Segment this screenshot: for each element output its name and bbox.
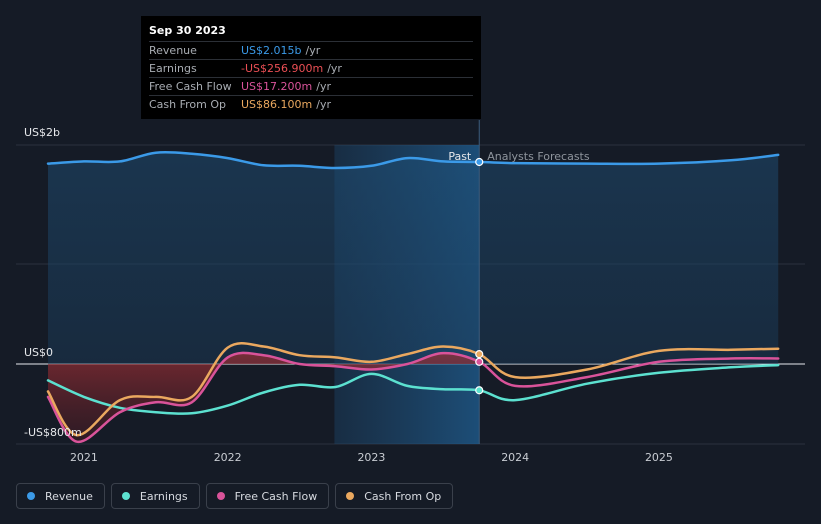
free-cash-flow-legend-dot-icon <box>216 492 225 500</box>
revenue-area <box>48 152 779 364</box>
earnings-line <box>46 363 780 415</box>
tooltip-row-cash-from-op: Cash From Op US$86.100m /yr <box>149 95 473 113</box>
free-cash-flow-line <box>46 351 780 443</box>
tooltip-value: US$86.100m <box>241 98 313 111</box>
tooltip-date: Sep 30 2023 <box>149 24 226 37</box>
series-areas <box>48 152 779 442</box>
forecast-label: Analysts Forecasts <box>487 150 590 163</box>
revenue-legend-dot-icon <box>27 492 35 500</box>
series-lines <box>46 150 780 443</box>
tooltip-row-revenue: Revenue US$2.015b /yr <box>149 41 473 59</box>
x-tick-label: 2021 <box>70 451 98 464</box>
earnings-marker <box>475 386 484 395</box>
axis-labels: US$2b US$0 -US$800m 2021 2022 2023 2024 2025 Pas… <box>24 126 673 464</box>
y-tick-label: US$0 <box>24 346 53 359</box>
tooltip-row-free-cash-flow: Free Cash Flow US$17.200m /yr <box>149 77 473 95</box>
y-tick-label: -US$800m <box>24 426 82 439</box>
x-tick-label: 2024 <box>501 451 529 464</box>
legend-item-cash-from-op[interactable]: Cash From Op <box>335 483 454 509</box>
revenue-marker <box>475 157 484 167</box>
tooltip-label: Free Cash Flow <box>149 80 232 93</box>
legend-item-free-cash-flow[interactable]: Free Cash Flow <box>205 483 330 509</box>
tooltip-value: US$2.015b <box>241 44 302 57</box>
tooltip-unit: /yr <box>316 80 331 93</box>
tooltip-label: Earnings <box>149 62 197 75</box>
legend: Revenue Earnings Free Cash Flow Cash Fro… <box>16 483 454 511</box>
x-tick-label: 2025 <box>645 451 673 464</box>
legend-label: Cash From Op <box>364 489 442 503</box>
x-tick-label: 2023 <box>357 451 385 464</box>
tooltip-row-earnings: Earnings -US$256.900m /yr <box>149 59 473 77</box>
series-markers <box>475 120 484 444</box>
chart-area: US$2b US$0 -US$800m 2021 2022 2023 2024 2025 Pas… <box>16 120 805 464</box>
legend-item-revenue[interactable]: Revenue <box>16 483 105 509</box>
legend-label: Free Cash Flow <box>234 489 318 503</box>
free-cash-flow-marker <box>475 357 484 366</box>
tooltip-value: US$17.200m <box>241 80 313 93</box>
cash-from-op-legend-dot-icon <box>346 492 355 500</box>
legend-label: Revenue <box>45 489 93 503</box>
tooltip-unit: /yr <box>316 98 331 111</box>
tooltip: Sep 30 2023 Revenue US$2.015b /yr Earnin… <box>141 16 481 119</box>
tooltip-label: Revenue <box>149 44 197 57</box>
legend-item-earnings[interactable]: Earnings <box>110 483 200 509</box>
x-tick-label: 2022 <box>214 451 242 464</box>
cash-from-op-line <box>46 341 780 437</box>
earnings-legend-dot-icon <box>121 492 130 500</box>
tooltip-unit: /yr <box>305 44 321 57</box>
revenue-line <box>46 150 780 170</box>
tooltip-label: Cash From Op <box>149 98 227 111</box>
tooltip-value: -US$256.900m <box>241 62 324 75</box>
legend-label: Earnings <box>139 489 188 503</box>
cash-from-op-marker <box>475 350 484 359</box>
past-label: Past <box>448 150 472 163</box>
y-tick-label: US$2b <box>24 126 60 139</box>
earnings-negative-area <box>48 352 480 442</box>
tooltip-unit: /yr <box>327 62 342 75</box>
